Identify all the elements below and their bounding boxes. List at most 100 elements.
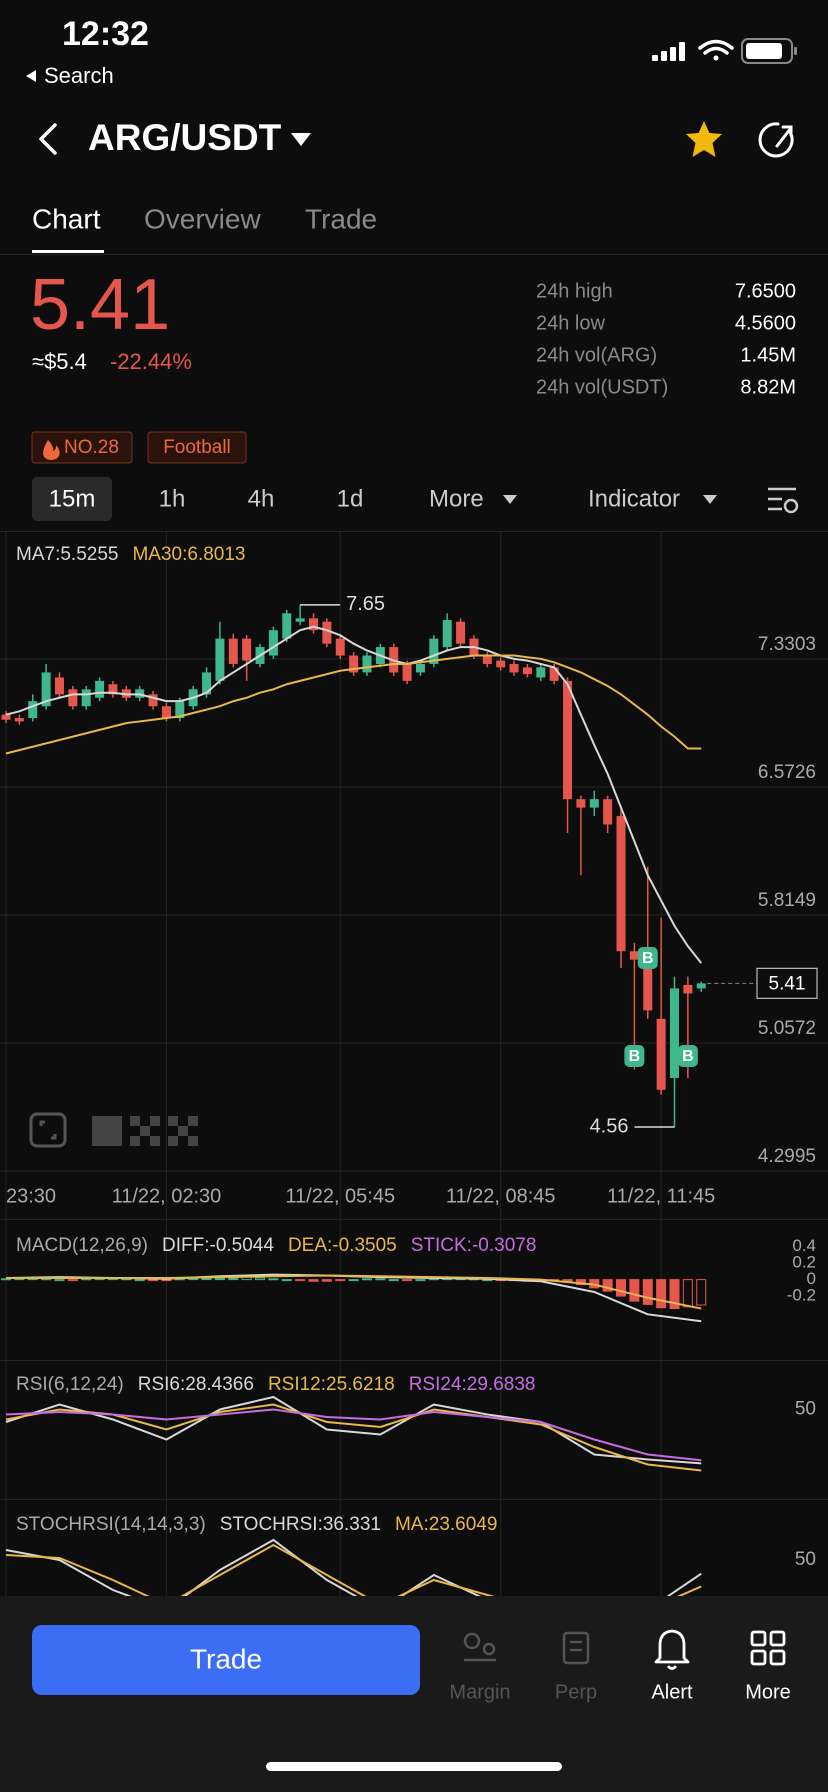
candle-body: [643, 959, 653, 1011]
candle-body: [563, 680, 573, 800]
charts: 23:30 11/22, 02:30 11/22, 05:45 11/22, 08:4…: [0, 532, 828, 1596]
trade-button-label[interactable]: Trade: [190, 1643, 262, 1674]
nav-label[interactable]: More: [745, 1681, 791, 1703]
y-tick-label: 7.3303: [758, 634, 816, 655]
macd-bar: [696, 1279, 707, 1306]
candle-body: [616, 816, 626, 952]
alert-icon[interactable]: [654, 1629, 690, 1670]
stat-label: 24h low: [536, 312, 605, 334]
pair-title[interactable]: ARG/USDT: [88, 117, 282, 158]
divider: [0, 531, 828, 532]
candle-body: [28, 701, 38, 719]
legend-entry: DEA:-0.3505: [288, 1235, 397, 1256]
legend-entry: MA:23.6049: [395, 1514, 497, 1535]
macd-bar: [656, 1279, 667, 1309]
macd-bar: [361, 1278, 372, 1281]
macd-bar: [148, 1279, 159, 1282]
divider: [0, 1219, 828, 1220]
perp-icon[interactable]: [562, 1631, 590, 1665]
candle-body: [81, 689, 91, 707]
tab[interactable]: Trade: [305, 203, 377, 234]
home-indicator: [266, 1762, 562, 1771]
candle-body: [549, 667, 559, 681]
indicator-line: [5, 1403, 702, 1472]
candle-body: [589, 799, 599, 808]
status-time: 12:32: [62, 15, 149, 53]
stat-label: 24h vol(ARG): [536, 344, 657, 366]
chart-settings-icon[interactable]: [768, 487, 799, 514]
buy-marker: [677, 1045, 698, 1068]
chart-panel: 50: [5, 1395, 816, 1472]
candle-body: [482, 655, 492, 664]
candle-body: [14, 718, 24, 722]
y-tick-label: 4.2995: [758, 1146, 816, 1167]
candle-body: [536, 667, 546, 678]
margin-icon[interactable]: [463, 1632, 496, 1662]
indicator-line: [5, 1408, 702, 1462]
candle-body: [148, 694, 158, 707]
macd-bar: [308, 1279, 319, 1282]
legend-entry: RSI6:28.4366: [138, 1374, 254, 1395]
interval[interactable]: 1h: [159, 485, 186, 512]
chart-legend: RSI(6,12,24) RSI6:28.4366 RSI12:25.6218 RSI…: [16, 1374, 535, 1395]
legend-entry: DIFF:-0.5044: [162, 1235, 274, 1256]
pair-dropdown[interactable]: [291, 133, 311, 146]
candle-body: [656, 1018, 666, 1090]
candle-body: [696, 983, 706, 989]
interval[interactable]: 1d: [337, 485, 364, 512]
favorite-star[interactable]: [686, 121, 722, 157]
tab[interactable]: Overview: [144, 203, 261, 234]
macd-bar: [388, 1279, 399, 1282]
candle-body: [228, 638, 238, 664]
candle-body: [402, 663, 412, 681]
candle-body: [576, 799, 586, 808]
macd-bar: [602, 1279, 613, 1292]
macd-line: [6, 1274, 702, 1310]
share-icon[interactable]: [758, 122, 794, 158]
fullscreen-icon[interactable]: [29, 1112, 67, 1148]
stat-value: 8.82M: [740, 376, 796, 398]
back-button[interactable]: [39, 123, 57, 155]
macd-bar: [375, 1278, 386, 1281]
y-tick-label: 0.2: [792, 1253, 816, 1272]
interval-more[interactable]: More: [429, 485, 484, 512]
divider: [0, 254, 828, 255]
macd-bar: [321, 1279, 332, 1282]
ma-line: [5, 654, 702, 755]
legend-entry: MACD(12,26,9): [16, 1235, 148, 1256]
nav-label[interactable]: Alert: [651, 1681, 693, 1703]
interval-selected[interactable]: [32, 477, 112, 521]
buy-marker-label: B: [682, 1048, 694, 1065]
candle-body: [268, 630, 278, 656]
macd-bar: [348, 1279, 359, 1282]
macd-bar: [642, 1279, 653, 1305]
candle-body: [68, 689, 78, 707]
indicator-button[interactable]: Indicator: [588, 485, 680, 512]
more-icon[interactable]: [750, 1630, 786, 1666]
divider: [0, 1360, 828, 1361]
tab[interactable]: Chart: [32, 203, 101, 234]
nav-label[interactable]: Perp: [555, 1681, 597, 1703]
battery-icon: [741, 38, 797, 64]
chart-panel: 50: [5, 1538, 816, 1596]
back-arrow-icon[interactable]: [26, 70, 36, 82]
back-link[interactable]: Search: [44, 63, 114, 88]
candle-body: [282, 613, 292, 639]
candle-body: [309, 618, 319, 631]
stat-value: 4.5600: [735, 312, 796, 334]
macd-bar: [669, 1279, 680, 1310]
candle-body: [95, 680, 105, 698]
nav-label[interactable]: Margin: [449, 1681, 510, 1703]
macd-bar: [402, 1279, 413, 1282]
interval[interactable]: 4h: [248, 485, 275, 512]
interval[interactable]: 15m: [49, 485, 96, 512]
tag[interactable]: [147, 431, 247, 464]
trade-button[interactable]: [32, 1625, 420, 1695]
x-tick-label: 11/22, 08:45: [446, 1185, 556, 1207]
macd-bar: [281, 1279, 292, 1282]
tab-underline: [32, 250, 104, 253]
candle-body: [108, 684, 118, 695]
tag-label[interactable]: NO.28: [64, 437, 119, 458]
tag-label[interactable]: Football: [163, 437, 231, 458]
candle-body: [442, 620, 452, 648]
